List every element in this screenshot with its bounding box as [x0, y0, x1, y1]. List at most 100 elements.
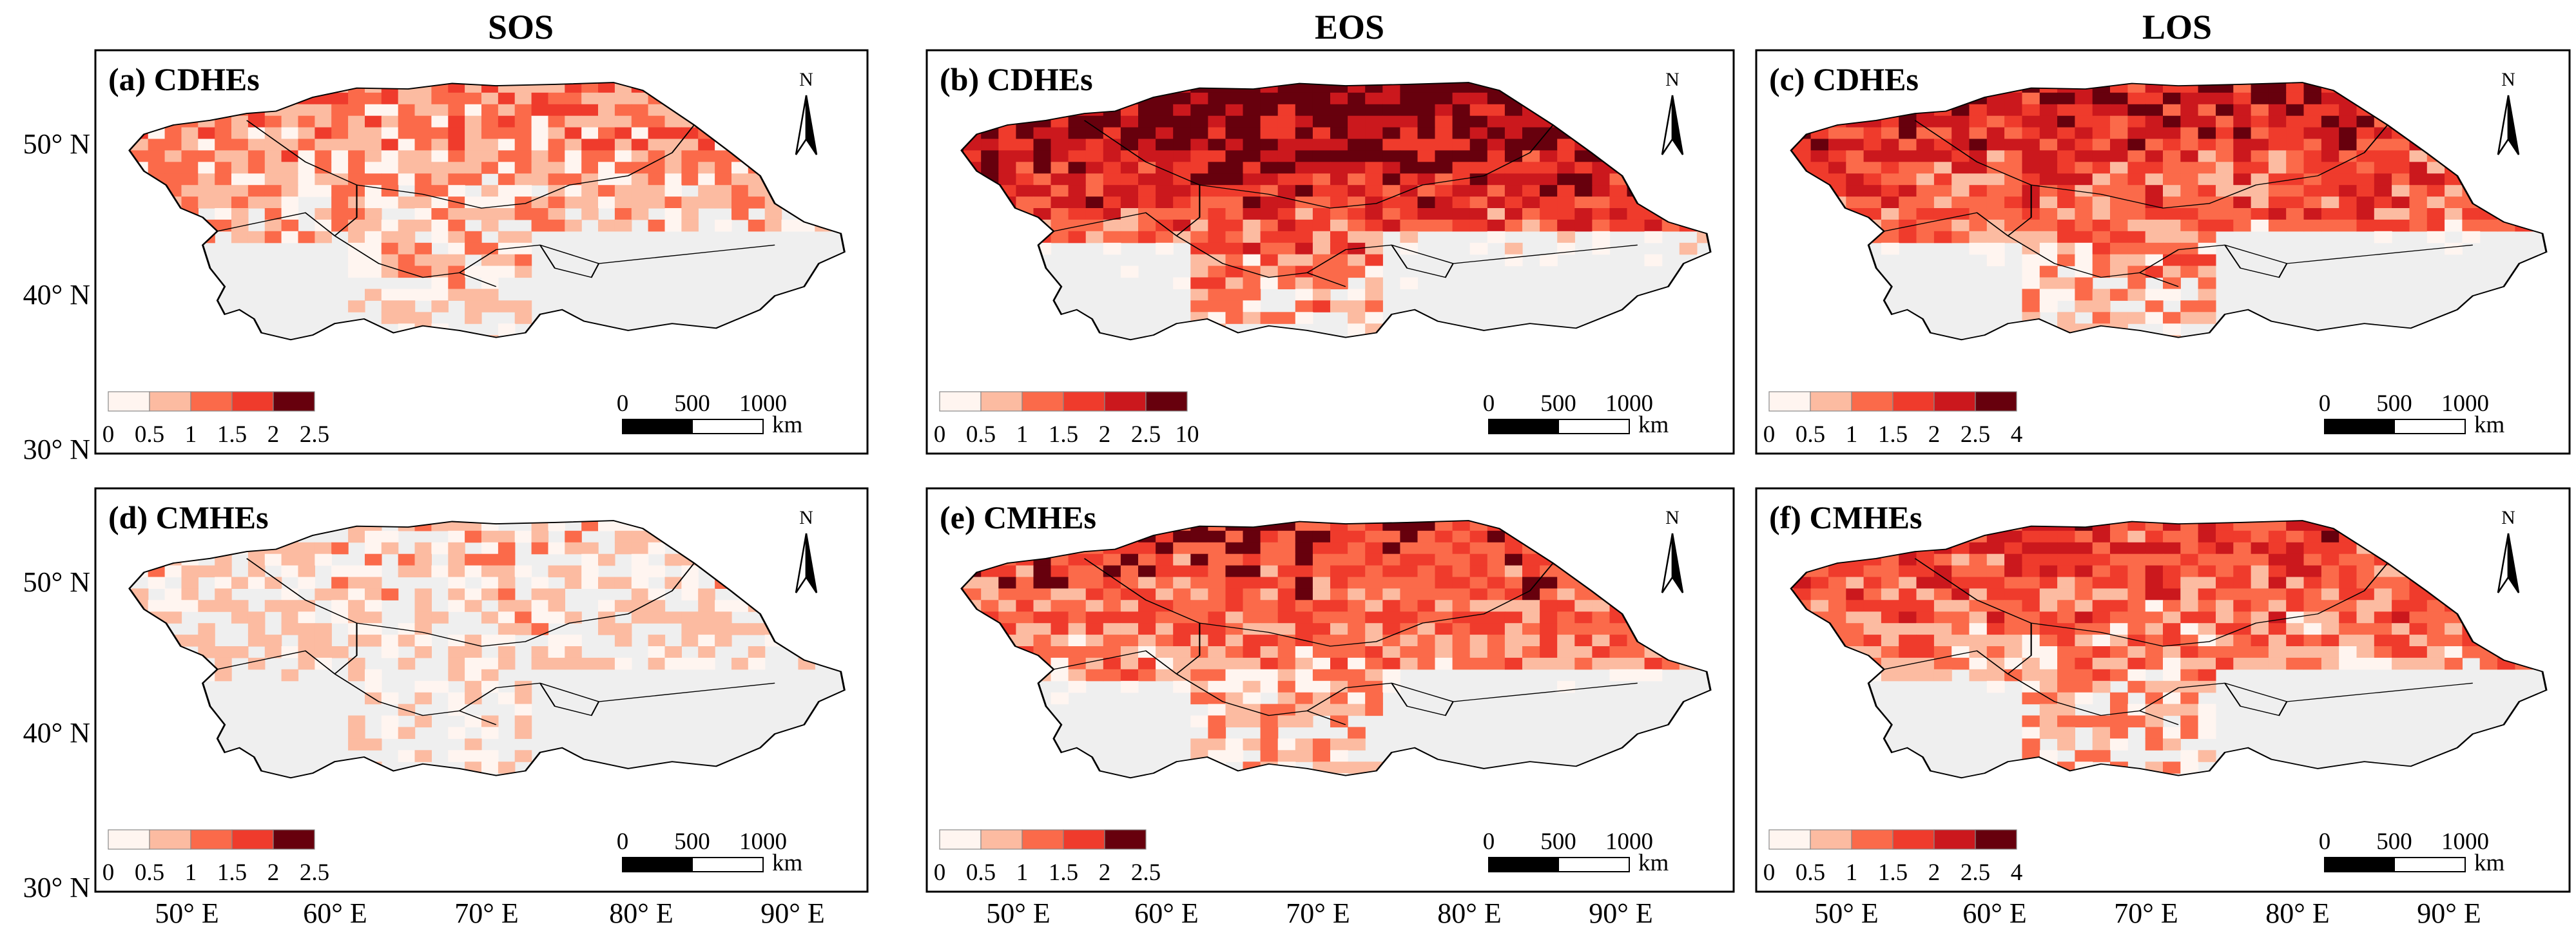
north-label: N	[2501, 507, 2515, 528]
panel-label: (e) CMHEs	[940, 499, 1096, 535]
legend-swatch	[1145, 391, 1188, 412]
north-arrow-icon	[1661, 95, 1684, 155]
scale-unit: km	[772, 412, 803, 438]
legend-tick-label: 4	[2011, 421, 2023, 448]
legend: 0 0.5 1 1.5 2 2.5	[102, 391, 329, 448]
lon-label: 90° E	[1589, 897, 1652, 929]
scale-unit: km	[1638, 412, 1669, 438]
region-outline	[128, 520, 846, 779]
legend-swatch	[980, 829, 1023, 850]
country-border	[1391, 245, 1454, 278]
legend-tick-label: 0.5	[135, 421, 164, 448]
legend-tick-label: 0.5	[1796, 421, 1825, 448]
scale-tick-label: 500	[674, 390, 710, 417]
legend-tick-label: 2.5	[1961, 421, 1990, 448]
lon-labels-col-1: 50° E 60° E 70° E 80° E 90° E	[155, 897, 824, 929]
legend-swatch	[1975, 391, 2017, 412]
scale-tick-label: 1000	[2441, 390, 2489, 417]
legend-tick-label: 0.5	[135, 859, 164, 886]
legend-tick-label: 1.5	[217, 859, 247, 886]
legend: 0 0.5 1 1.5 2 2.5	[102, 829, 329, 886]
country-border	[1883, 212, 2179, 287]
legend-swatch	[1933, 829, 1976, 850]
column-title-sos: SOS	[488, 8, 554, 46]
lon-label: 80° E	[2265, 897, 2329, 929]
legend-tick-label: 2	[1928, 859, 1941, 886]
scale-tick-label: 1000	[1605, 390, 1653, 417]
legend-tick-label: 0	[102, 421, 115, 448]
scale-tick-label: 0	[1483, 829, 1495, 855]
country-border	[2007, 623, 2032, 675]
north-label: N	[799, 507, 813, 528]
legend-swatch	[273, 829, 315, 850]
lon-label: 50° E	[155, 897, 218, 929]
legend-tick-label: 1.5	[1049, 859, 1078, 886]
legend-tick-label: 1.5	[217, 421, 247, 448]
legend-tick-label: 1	[185, 421, 197, 448]
lat-label-30n-bottom: 30° N	[23, 872, 90, 903]
legend-tick-label: 0.5	[966, 421, 996, 448]
region-outline	[1790, 82, 2548, 341]
region-outline	[1790, 520, 2548, 779]
panel-label: (f) CMHEs	[1769, 499, 1922, 535]
lon-label: 60° E	[1962, 897, 2026, 929]
legend-tick-label: 0	[1763, 421, 1776, 448]
legend-swatch	[108, 391, 150, 412]
country-border	[1083, 120, 1554, 209]
legend-swatch	[1892, 391, 1935, 412]
legend-swatch	[1104, 391, 1147, 412]
legend-swatch	[231, 391, 274, 412]
lon-label: 90° E	[2417, 897, 2481, 929]
legend-swatch	[980, 391, 1023, 412]
legend-tick-label: 4	[2011, 859, 2023, 886]
lon-labels-col-3: 50° E 60° E 70° E 80° E 90° E	[1814, 897, 2481, 929]
country-border	[539, 245, 600, 278]
country-border	[246, 558, 695, 647]
scale-tick-label: 1000	[739, 390, 787, 417]
scale-tick-label: 0	[2319, 829, 2331, 855]
legend-swatch	[1768, 829, 1811, 850]
legend-tick-label: 0	[934, 421, 946, 448]
legend-tick-label: 1.5	[1878, 421, 1908, 448]
country-border	[1176, 185, 1201, 236]
north-arrow-icon	[2497, 95, 2520, 155]
legend-swatch	[1810, 829, 1852, 850]
column-title-los: LOS	[2142, 8, 2212, 46]
legend-swatch	[1810, 391, 1852, 412]
legend-tick-label: 2	[267, 421, 280, 448]
scale-unit: km	[2474, 850, 2505, 876]
country-border	[1914, 120, 2388, 209]
legend-swatch	[149, 391, 191, 412]
lat-label-50n-bottom: 50° N	[23, 566, 90, 598]
legend-tick-label: 0.5	[1796, 859, 1825, 886]
north-arrow-icon	[795, 533, 818, 593]
legend-swatch	[1892, 829, 1935, 850]
legend-tick-label: 1.5	[1878, 859, 1908, 886]
legend-tick-label: 0	[102, 859, 115, 886]
scale-tick-label: 1000	[1605, 829, 1653, 855]
legend-swatch	[1768, 391, 1811, 412]
north-arrow-icon	[1661, 533, 1684, 593]
legend-tick-label: 0	[934, 859, 946, 886]
lon-label: 60° E	[303, 897, 367, 929]
legend-swatch	[190, 391, 233, 412]
region-outline	[960, 520, 1712, 779]
legend-swatch	[1975, 829, 2017, 850]
country-border	[2224, 683, 2288, 716]
legend-tick-label: 1	[1016, 859, 1029, 886]
lat-label-40n-bottom: 40° N	[23, 717, 90, 749]
scale-tick-label: 1000	[739, 829, 787, 855]
scale-unit: km	[2474, 412, 2505, 438]
region-outline	[960, 82, 1712, 341]
lon-label: 70° E	[1286, 897, 1350, 929]
legend-swatch	[939, 829, 982, 850]
scale-tick-label: 0	[1483, 390, 1495, 417]
